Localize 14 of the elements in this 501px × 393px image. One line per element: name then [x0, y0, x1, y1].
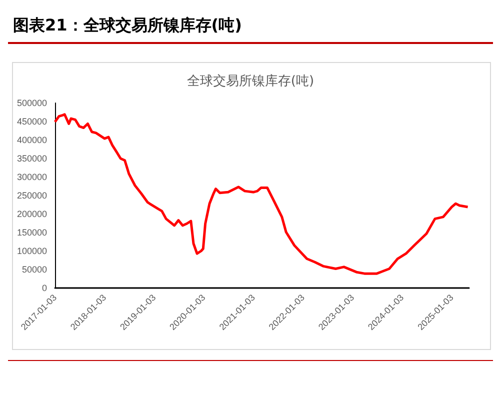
y-tick-label: 400000 — [16, 135, 47, 145]
y-tick-label: 250000 — [16, 190, 47, 200]
line-series — [54, 113, 470, 275]
y-tick-label: 150000 — [16, 228, 47, 238]
y-tick-label: 350000 — [16, 154, 47, 164]
y-tick-label: 100000 — [16, 246, 47, 256]
chart-subtitle: 全球交易所镍库存(吨) — [186, 73, 314, 89]
y-tick-label: 450000 — [16, 116, 47, 126]
y-tick-label: 50000 — [22, 264, 47, 274]
y-tick-label: 500000 — [16, 98, 47, 108]
y-tick-label: 0 — [42, 283, 47, 293]
y-tick-label: 300000 — [16, 172, 47, 182]
chart-title: 图表21：全球交易所镍库存(吨) — [13, 16, 242, 34]
y-tick-label: 200000 — [16, 209, 47, 219]
